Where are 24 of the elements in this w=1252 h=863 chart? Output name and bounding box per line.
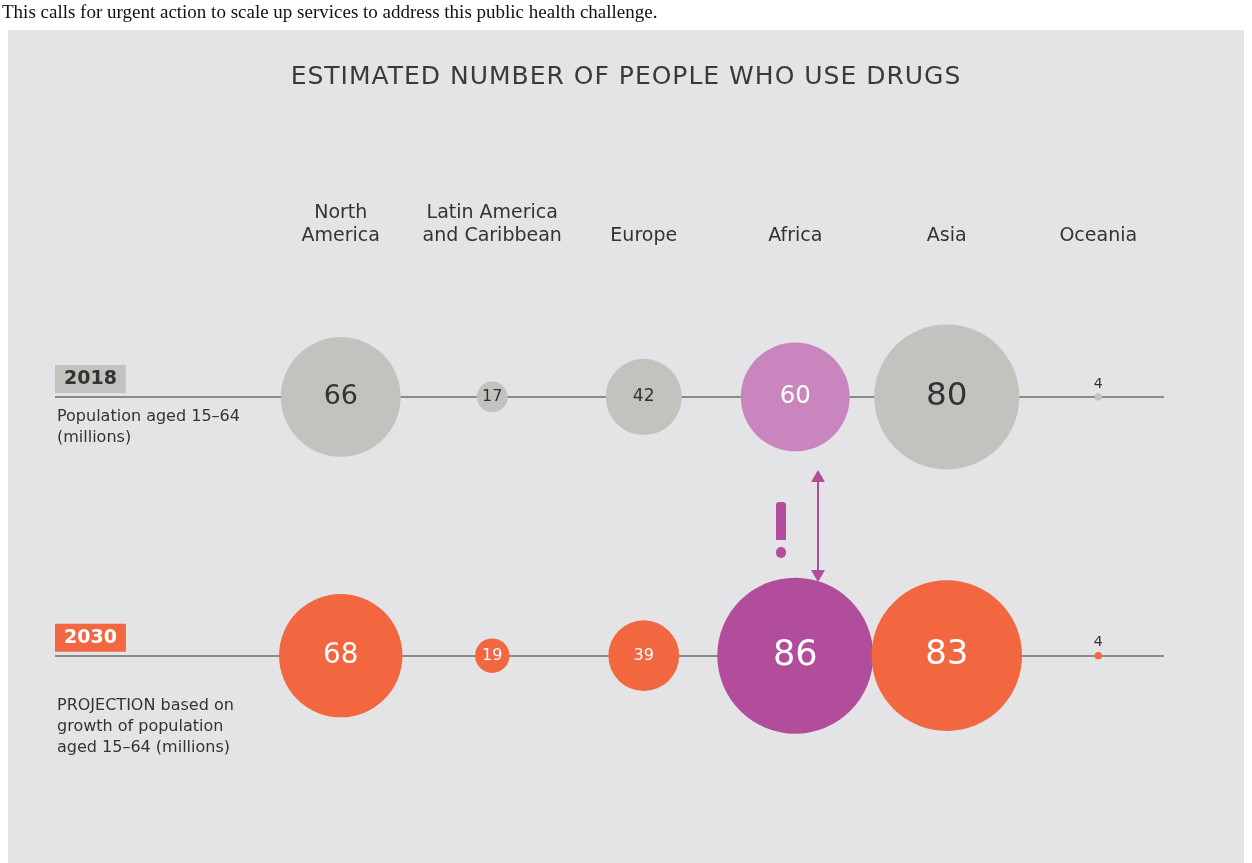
text: 2030 <box>64 624 117 647</box>
data-label: 17 <box>482 386 503 406</box>
data-label: 68 <box>323 636 359 670</box>
data-label: 66 <box>323 378 358 410</box>
category-label: Africa <box>768 223 823 246</box>
category-label: Latin America and Caribbean <box>422 200 562 246</box>
category-label: Asia <box>926 223 967 246</box>
category-label: North America <box>301 200 380 246</box>
text: This calls for urgent action to scale up services to address this public health challenge. <box>2 1 658 23</box>
text: Population aged 15–64 (millions) <box>57 406 240 447</box>
text: ESTIMATED NUMBER OF PEOPLE WHO USE DRUGS <box>290 60 962 90</box>
data-label: 4 <box>1093 633 1103 650</box>
data-label: 19 <box>482 644 503 664</box>
text: 2018 <box>64 365 117 388</box>
data-label: 39 <box>633 644 654 664</box>
data-label: 4 <box>1093 374 1103 391</box>
category-label: Europe <box>610 223 678 246</box>
data-label: 83 <box>925 633 969 673</box>
category-label: Oceania <box>1059 223 1138 246</box>
data-label: 60 <box>779 380 811 410</box>
data-label: 86 <box>772 631 818 673</box>
data-label: 42 <box>632 385 655 406</box>
text: PROJECTION based on growth of population aged 15–64 (millions) <box>57 694 234 756</box>
data-label: 80 <box>925 375 968 414</box>
